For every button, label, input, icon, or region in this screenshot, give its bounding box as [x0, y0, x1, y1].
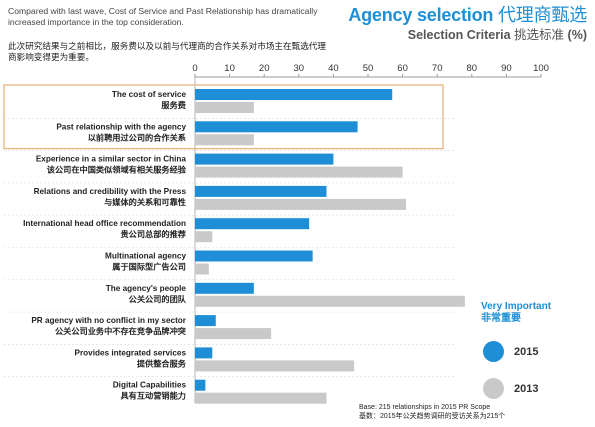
category-label-zh: 属于国际型广告公司	[112, 262, 186, 272]
bar-2015	[195, 121, 358, 133]
highlight-box	[3, 84, 444, 150]
category-label-en: Digital Capabilities	[113, 381, 187, 390]
x-tick-label: 80	[467, 63, 478, 74]
bar-2013	[195, 360, 355, 372]
x-tick-label: 100	[533, 63, 549, 74]
bar-2013	[195, 328, 272, 340]
category-label-en: The agency's people	[106, 284, 187, 293]
category-label-en: International head office recommendation	[23, 219, 186, 228]
bar-2015	[195, 347, 213, 359]
legend-title-zh: 非常重要	[481, 313, 521, 324]
x-tick-label: 0	[192, 63, 197, 74]
intro-chinese: 此次研究结果与之前相比，服务费以及以前与代理商的合作关系对市场主在甄选代理商影响…	[8, 41, 326, 62]
category-label-en: Relations and credibility with the Press	[34, 187, 187, 196]
bar-2013	[195, 295, 465, 307]
bar-2013	[195, 198, 407, 210]
category-label-en: Past relationship with the agency	[56, 122, 186, 131]
bar-2013	[195, 134, 254, 146]
category-label-en: Experience in a similar sector in China	[36, 155, 187, 164]
legend-title: Very Important 非常重要	[481, 301, 551, 325]
bar-2015	[195, 282, 254, 294]
category-label-en: Multinational agency	[105, 252, 186, 261]
title-sub: Selection Criteria 挑选标准 (%)	[348, 27, 587, 43]
category-label-zh: 与媒体的关系和可靠性	[104, 197, 186, 207]
x-tick-label: 90	[501, 63, 512, 74]
legend-swatch-2015	[483, 341, 504, 362]
chart-title: Agency selection 代理商甄选 Selection Criteri…	[348, 4, 587, 43]
category-label-zh: 该公司在中国类似领域有相关服务经验	[47, 165, 187, 175]
title-sub-en: Selection Criteria	[407, 28, 511, 42]
title-main: Agency selection 代理商甄选	[348, 4, 587, 26]
base-note-line1: Base: 215 relationships in 2015 PR Scope	[359, 404, 491, 411]
x-tick-label: 70	[432, 63, 443, 74]
x-tick-label: 50	[363, 63, 374, 74]
x-tick-label: 20	[259, 63, 270, 74]
category-label-en: Provides integrated services	[75, 348, 187, 357]
legend-label-2013: 2013	[514, 382, 539, 395]
title-main-zh: 代理商甄选	[498, 5, 587, 25]
category-label-zh: 公关公司业务中不存在竞争品牌冲突	[55, 326, 187, 336]
bar-2013	[195, 392, 327, 404]
bar-2015	[195, 218, 310, 230]
bar-2015	[195, 379, 206, 391]
bar-2013	[195, 102, 254, 113]
x-tick-label: 60	[397, 63, 408, 74]
legend-item-2013: 2013	[483, 378, 538, 399]
title-main-en: Agency selection	[348, 5, 494, 25]
base-note: Base: 215 relationships in 2015 PR Scope…	[359, 403, 505, 421]
x-tick-label: 10	[224, 63, 235, 74]
x-tick-label: 40	[328, 63, 339, 74]
category-label-zh: 贵公司总部的推荐	[120, 229, 186, 239]
category-label-zh: 提供整合服务	[137, 358, 187, 368]
x-tick-label: 30	[294, 63, 305, 74]
legend-label-2015: 2015	[514, 345, 539, 358]
category-label-zh: 服务费	[161, 100, 186, 110]
bar-2015	[195, 153, 334, 165]
title-sub-unit: (%)	[567, 28, 587, 42]
category-label-zh: 公关公司的团队	[129, 294, 187, 304]
bar-2015	[195, 185, 327, 197]
category-label-zh: 以前聘用过公司的合作关系	[88, 132, 186, 142]
category-label-zh: 具有互动营销能力	[119, 391, 186, 401]
category-label-en: PR agency with no conflict in my sector	[31, 316, 186, 325]
title-sub-zh: 挑选标准	[514, 28, 565, 42]
bar-2013	[195, 166, 403, 178]
legend-swatch-2013	[483, 378, 504, 399]
legend-title-en: Very Important	[481, 301, 552, 312]
base-note-line2: 基数：2015年公关趋势调研的受访关系为215个	[359, 413, 506, 420]
bar-2015	[195, 89, 393, 100]
legend-item-2015: 2015	[483, 341, 538, 362]
bar-2015	[195, 250, 313, 262]
category-label-en: The cost of service	[112, 90, 187, 99]
bar-2013	[195, 231, 213, 243]
intro-english: Compared with last wave, Cost of Service…	[8, 6, 318, 27]
bar-2013	[195, 263, 209, 275]
bar-2015	[195, 315, 216, 327]
